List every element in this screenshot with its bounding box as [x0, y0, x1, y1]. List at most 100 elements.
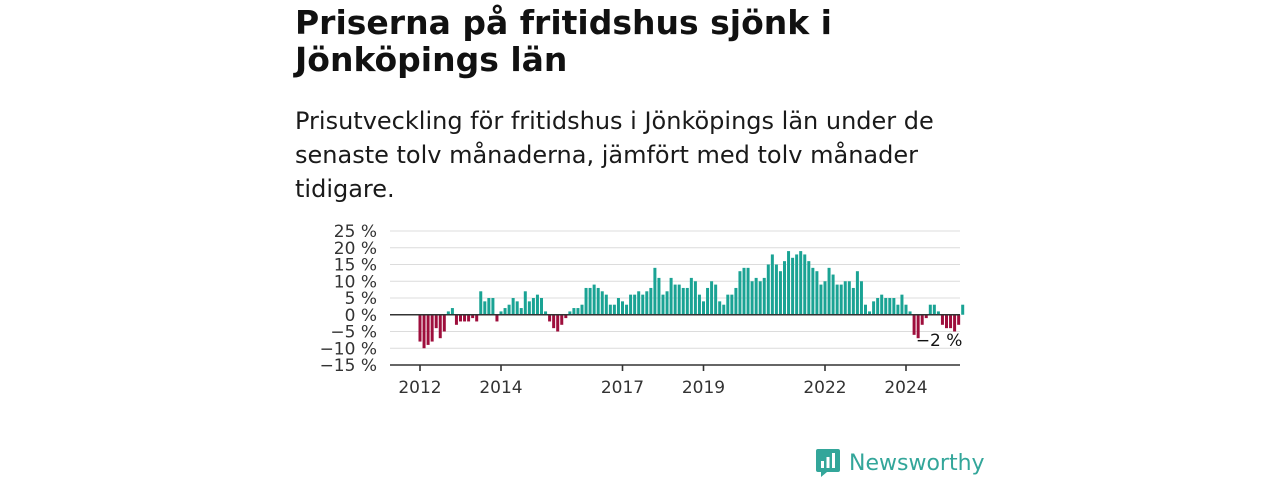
bar — [823, 281, 827, 315]
y-tick-label: 20 % — [334, 239, 377, 259]
bar — [912, 314, 916, 335]
bar — [855, 271, 859, 315]
bar — [523, 291, 527, 315]
bar — [953, 314, 957, 332]
bar — [928, 304, 932, 315]
bar — [527, 301, 531, 315]
bar — [859, 281, 863, 315]
bar — [710, 281, 714, 315]
bar — [625, 304, 629, 315]
bar — [629, 294, 633, 315]
bar — [612, 304, 616, 315]
bar — [633, 294, 637, 315]
bar — [920, 314, 924, 325]
bar — [864, 304, 867, 315]
bar — [499, 311, 503, 315]
bar — [876, 298, 880, 315]
bar — [851, 287, 855, 315]
tick-labels: 25 %20 %15 %10 %5 %0 %−5 %−10 %−15 % 2012… — [320, 222, 963, 398]
bar — [442, 314, 446, 332]
bar — [916, 314, 920, 339]
bar — [564, 314, 568, 319]
bar — [803, 254, 807, 315]
bar — [900, 294, 904, 315]
bar — [454, 314, 458, 325]
bar — [418, 314, 422, 342]
bar — [940, 314, 944, 325]
y-tick-label: 10 % — [334, 272, 377, 292]
y-tick-label: 0 % — [345, 306, 377, 326]
y-tick-label: −5 % — [330, 323, 377, 343]
y-tick-label: −15 % — [320, 356, 377, 376]
bar — [475, 314, 479, 322]
bar-series — [418, 251, 965, 349]
bar — [839, 284, 843, 315]
bar — [847, 281, 851, 315]
bar — [888, 298, 892, 315]
newsworthy-chart-bubble-icon — [816, 449, 840, 477]
axes — [390, 313, 960, 371]
bar — [758, 281, 762, 315]
bar — [535, 294, 539, 315]
bar — [945, 314, 948, 329]
bar — [604, 294, 608, 315]
bar — [471, 314, 475, 319]
bar — [811, 267, 815, 315]
bar — [653, 267, 657, 315]
bar — [503, 308, 507, 315]
bar — [568, 311, 572, 315]
bar — [689, 277, 693, 315]
bar — [584, 287, 588, 315]
bar — [463, 314, 467, 322]
bar — [783, 261, 786, 315]
bar — [932, 304, 936, 315]
x-tick-label: 2014 — [479, 378, 522, 398]
bar — [649, 287, 653, 315]
bar — [479, 291, 483, 315]
bar — [450, 308, 454, 315]
bar — [495, 314, 499, 322]
bar — [754, 277, 758, 315]
bar — [718, 301, 722, 315]
bar — [608, 304, 612, 315]
bar — [621, 301, 624, 315]
newsworthy-brand[interactable]: Newsworthy — [815, 446, 985, 480]
bar — [924, 314, 928, 319]
bar — [807, 261, 811, 315]
x-tick-label: 2022 — [803, 378, 846, 398]
bar — [697, 294, 701, 315]
page-title: Priserna på fritidshus sjönk i Jönköping… — [295, 3, 832, 79]
x-tick-label: 2017 — [601, 378, 644, 398]
bar — [426, 314, 430, 345]
bar — [467, 314, 471, 322]
bar — [596, 287, 600, 315]
bar — [681, 287, 685, 315]
bar — [904, 304, 908, 315]
bar — [714, 284, 718, 315]
bar — [778, 271, 782, 315]
bar — [556, 314, 560, 332]
bar — [600, 291, 604, 315]
bar — [949, 314, 953, 329]
bar-chart: 25 %20 %15 %10 %5 %0 %−5 %−10 %−15 % 2012… — [320, 222, 965, 398]
bar — [770, 254, 774, 315]
bar — [515, 301, 519, 315]
bar — [827, 267, 831, 315]
bar — [742, 267, 746, 315]
bar — [835, 284, 839, 315]
bar — [487, 298, 491, 315]
bar — [519, 308, 523, 315]
bar — [673, 284, 677, 315]
bar — [430, 314, 434, 342]
bar — [540, 298, 543, 315]
bar — [795, 254, 799, 315]
bar — [722, 304, 726, 315]
bar — [896, 304, 900, 315]
bar — [730, 294, 734, 315]
bar — [544, 311, 548, 315]
brand-name: Newsworthy — [849, 450, 985, 476]
bar — [884, 298, 888, 315]
bar — [572, 308, 576, 315]
bar — [548, 314, 552, 322]
bar — [819, 284, 823, 315]
